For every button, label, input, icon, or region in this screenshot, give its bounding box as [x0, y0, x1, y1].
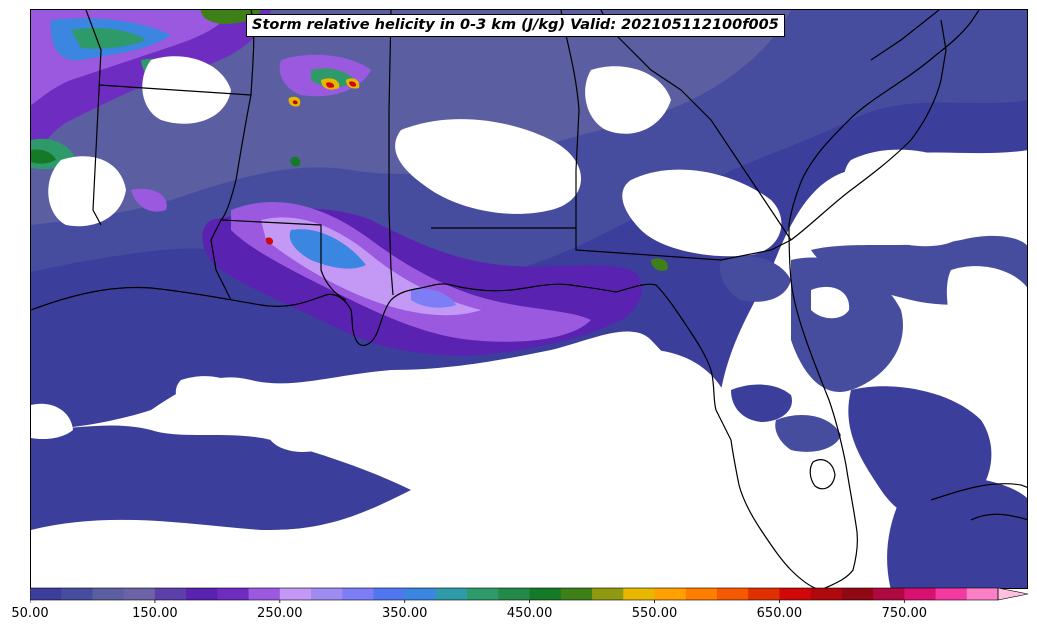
colorbar-segment — [217, 588, 250, 600]
colorbar-segment — [841, 588, 874, 600]
colorbar-tick-label: 250.00 — [257, 606, 303, 621]
colorbar-segment — [779, 588, 812, 600]
map-panel — [30, 9, 1028, 589]
colorbar-segment — [154, 588, 187, 600]
helicity-map — [31, 10, 1027, 588]
colorbar-segment — [92, 588, 125, 600]
colorbar-extend-arrow — [997, 587, 1029, 601]
colorbar-segment — [311, 588, 343, 600]
colorbar-segment — [592, 588, 624, 600]
colorbar-segment — [685, 588, 718, 600]
colorbar-segment — [123, 588, 156, 600]
colorbar-segment — [810, 588, 843, 600]
colorbar-segment — [560, 588, 593, 600]
helicity-field — [31, 10, 1027, 588]
colorbar-segment — [435, 588, 468, 600]
colorbar-segment — [248, 588, 281, 600]
geographic-borders — [31, 10, 1027, 588]
colorbar-segment — [279, 588, 312, 600]
colorbar-tick-label: 550.00 — [631, 606, 678, 621]
colorbar-segment — [966, 588, 999, 600]
colorbar-segment — [404, 588, 437, 600]
colorbar-segment — [61, 588, 93, 600]
colorbar-segment — [654, 588, 687, 600]
colorbar-tick-label: 650.00 — [756, 606, 803, 621]
colorbar-segment — [873, 588, 905, 600]
colorbar-segment — [186, 588, 218, 600]
colorbar-tick-label: 150.00 — [132, 606, 178, 621]
colorbar-segment — [342, 588, 374, 600]
colorbar-segment — [467, 588, 499, 600]
colorbar — [30, 587, 1029, 603]
colorbar-tick-label: 450.00 — [506, 606, 553, 621]
colorbar-outline — [30, 587, 999, 601]
colorbar-tick-label: 50.00 — [11, 606, 49, 621]
colorbar-segment — [623, 588, 656, 600]
colorbar-tick-label: 350.00 — [381, 606, 428, 621]
colorbar-segment — [748, 588, 780, 600]
colorbar-segment — [904, 588, 937, 600]
colorbar-tick-label: 750.00 — [881, 606, 928, 621]
map-title: Storm relative helicity in 0-3 km (J/kg)… — [246, 14, 785, 37]
colorbar-segment — [498, 588, 531, 600]
colorbar-segment — [935, 588, 968, 600]
colorbar-segment — [716, 588, 749, 600]
colorbar-segment — [30, 588, 62, 600]
colorbar-segment — [529, 588, 562, 600]
colorbar-segment — [373, 588, 406, 600]
